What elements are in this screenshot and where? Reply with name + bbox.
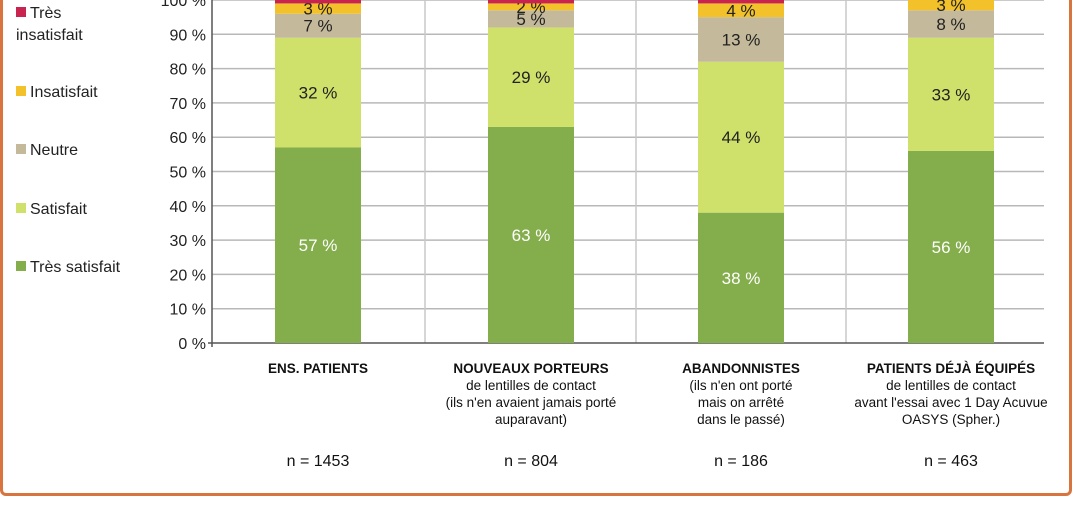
bar-segment-neutre [488, 10, 574, 28]
data-label: 7 % [303, 17, 332, 36]
y-tick-label: 50 % [170, 165, 206, 182]
data-label: 33 % [932, 85, 971, 104]
legend-item-insatisfait: Insatisfait [16, 82, 98, 104]
data-label: 63 % [512, 226, 551, 245]
legend-label: Insatisfait [30, 84, 98, 101]
data-label: 57 % [299, 236, 338, 255]
chart-frame [0, 0, 1072, 496]
bar-segment-insatisfait [908, 0, 994, 11]
legend-label: Neutre [30, 142, 79, 159]
y-tick-label: 100 % [161, 0, 206, 10]
data-label: 4 % [726, 1, 755, 20]
category-subtitle: (ils n'en avaient jamais porté [445, 395, 617, 410]
bar-segment-tr-s-insatisfait [698, 0, 784, 4]
category-subtitle: mais on arrêté [697, 395, 785, 410]
legend-swatch [16, 144, 26, 154]
data-label: 29 % [512, 68, 551, 87]
category-title: NOUVEAUX PORTEURS [453, 361, 609, 376]
legend-item-tres-satisfait: Très satisfait [16, 257, 120, 279]
data-label: 38 % [722, 269, 761, 288]
category-title: ABANDONNISTES [682, 361, 800, 376]
legend-label: Satisfait [30, 201, 87, 218]
category-subtitle: de lentilles de contact [886, 378, 1016, 393]
data-label: 13 % [722, 30, 761, 49]
legend-item-satisfait: Satisfait [16, 199, 87, 221]
category-subtitle: de lentilles de contact [466, 378, 596, 393]
bar-segment-neutre [908, 10, 994, 38]
bar-segment-satisfait [275, 37, 361, 148]
data-label: 44 % [722, 128, 761, 147]
bar-segment-insatisfait [698, 3, 784, 18]
legend-label-line2: insatisfait [16, 27, 83, 44]
bar-segment-neutre [275, 13, 361, 38]
legend-item-neutre: Neutre [16, 140, 78, 162]
legend-swatch [16, 203, 26, 213]
data-label: 32 % [299, 84, 338, 103]
bar-segment-tr-s-satisfait [698, 212, 784, 343]
data-label: 3 % [303, 0, 332, 19]
legend-item-tres-insatisfait: Très insatisfait [16, 3, 83, 47]
data-label: 3 % [936, 0, 965, 15]
y-tick-label: 20 % [170, 267, 206, 284]
category-subtitle: auparavant) [494, 412, 568, 427]
data-label: 5 % [516, 10, 545, 29]
y-tick-label: 40 % [170, 199, 206, 216]
y-tick-label: 10 % [170, 302, 206, 319]
bar-segment-tr-s-satisfait [488, 126, 574, 343]
y-tick-label: 30 % [170, 233, 206, 250]
legend-label: Très satisfait [30, 259, 121, 276]
y-tick-label: 70 % [170, 96, 206, 113]
y-tick-label: 80 % [170, 62, 206, 79]
legend-swatch [16, 7, 26, 17]
category-subtitle: avant l'essai avec 1 Day Acuvue [854, 395, 1048, 410]
bar-segment-tr-s-insatisfait [275, 0, 361, 4]
legend-swatch [16, 86, 26, 96]
bar-segment-tr-s-satisfait [908, 150, 994, 343]
bar-segment-tr-s-insatisfait [488, 0, 574, 4]
sample-size-1: n = 804 [504, 453, 558, 470]
data-label: 8 % [936, 15, 965, 34]
category-label-3: PATIENTS DÉJÀ ÉQUIPÉS de lentilles de co… [846, 360, 1056, 428]
bar-segment-tr-s-satisfait [275, 147, 361, 343]
data-label: 2 % [516, 0, 545, 17]
category-subtitle: (ils n'en ont porté [689, 378, 793, 393]
bar-segment-satisfait [908, 37, 994, 151]
bar-segment-satisfait [488, 27, 574, 127]
bar-segment-insatisfait [275, 3, 361, 14]
category-title: PATIENTS DÉJÀ ÉQUIPÉS [866, 361, 1036, 376]
category-subtitle: OASYS (Spher.) [901, 412, 1001, 427]
sample-size-3: n = 463 [924, 453, 978, 470]
category-subtitle: dans le passé) [697, 412, 785, 427]
category-label-0: ENS. PATIENTS [213, 360, 423, 377]
bar-segment-insatisfait [488, 3, 574, 11]
y-tick-label: 0 % [178, 336, 206, 353]
category-title: ENS. PATIENTS [267, 361, 368, 376]
legend-swatch [16, 261, 26, 271]
legend-label: Très [30, 5, 62, 22]
sample-size-2: n = 186 [714, 453, 768, 470]
bar-segment-satisfait [698, 61, 784, 213]
y-tick-label: 90 % [170, 27, 206, 44]
bar-segment-neutre [698, 17, 784, 62]
data-label: 56 % [932, 238, 971, 257]
y-tick-label: 60 % [170, 130, 206, 147]
category-label-1: NOUVEAUX PORTEURS de lentilles de contac… [426, 360, 636, 428]
sample-size-0: n = 1453 [286, 453, 350, 470]
category-label-2: ABANDONNISTES (ils n'en ont porté mais o… [636, 360, 846, 428]
